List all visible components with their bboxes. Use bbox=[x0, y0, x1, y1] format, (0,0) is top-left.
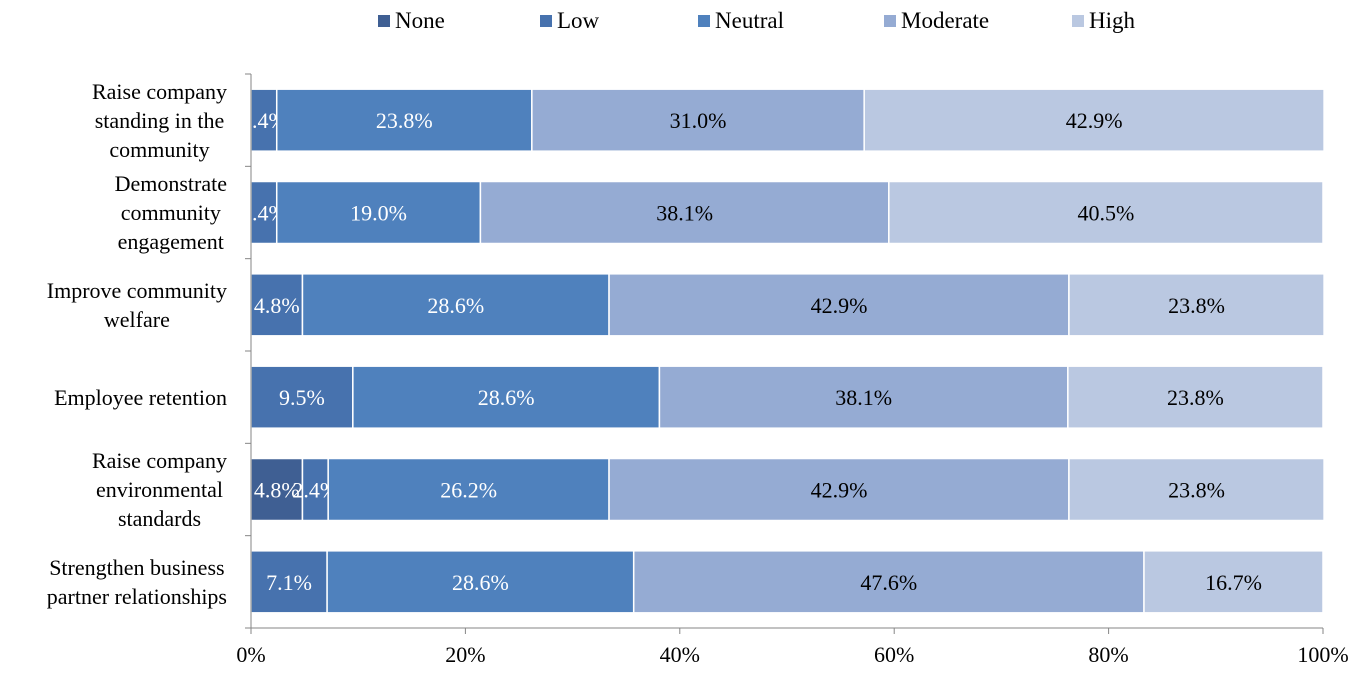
bar-neutral-improve-community-welfare bbox=[301, 273, 610, 337]
data-label-neutral-demonstrate-community-engagement: 19.0% bbox=[350, 201, 407, 226]
data-label-neutral-raise-company-environmental-standards: 26.2% bbox=[440, 478, 497, 503]
bar-high-demonstrate-community-engagement bbox=[888, 180, 1324, 245]
category-label-raise-company-standing-in-the-community: Raise company standing in the community bbox=[91, 78, 227, 162]
bar-moderate-employee-retention bbox=[658, 365, 1069, 429]
category-label-raise-company-environmental-standards: Raise company environmental standards bbox=[91, 447, 227, 531]
legend-swatch-none bbox=[378, 15, 390, 27]
data-label-low-improve-community-welfare: 4.8% bbox=[254, 293, 300, 318]
bar-moderate-raise-company-environmental-standards bbox=[608, 457, 1070, 522]
category-label-strengthen-business-partner-relationships: Strengthen business partner relationships bbox=[46, 554, 227, 609]
data-label-moderate-raise-company-standing-in-the-community: 31.0% bbox=[670, 108, 727, 133]
data-label-high-raise-company-standing-in-the-community: 42.9% bbox=[1066, 108, 1123, 133]
data-label-high-raise-company-environmental-standards: 23.8% bbox=[1168, 478, 1225, 503]
legend-swatch-high bbox=[1072, 15, 1084, 27]
category-label-demonstrate-community-engagement: Demonstrate community engagement bbox=[114, 170, 227, 254]
bar-neutral-demonstrate-community-engagement bbox=[275, 180, 482, 245]
legend-item-none: None bbox=[378, 8, 445, 34]
data-label-moderate-employee-retention: 38.1% bbox=[835, 385, 892, 410]
category-label-improve-community-welfare: Improve community welfare bbox=[46, 277, 227, 332]
x-tick-label: 80% bbox=[1088, 642, 1128, 667]
bar-neutral-raise-company-environmental-standards bbox=[327, 457, 610, 522]
x-tick-label: 100% bbox=[1297, 642, 1348, 667]
legend-label-none: None bbox=[395, 8, 445, 33]
bar-moderate-demonstrate-community-engagement bbox=[479, 180, 890, 245]
bar-neutral-raise-company-standing-in-the-community bbox=[275, 88, 533, 152]
legend-item-high: High bbox=[1072, 8, 1135, 34]
legend-label-neutral: Neutral bbox=[715, 8, 784, 33]
x-tick-label: 0% bbox=[236, 642, 265, 667]
data-label-neutral-strengthen-business-partner-relationships: 28.6% bbox=[452, 570, 509, 595]
bar-low-improve-community-welfare bbox=[250, 273, 304, 337]
data-label-moderate-demonstrate-community-engagement: 38.1% bbox=[656, 201, 713, 226]
bar-low-strengthen-business-partner-relationships bbox=[250, 550, 328, 614]
data-label-high-employee-retention: 23.8% bbox=[1167, 385, 1224, 410]
legend-label-moderate: Moderate bbox=[901, 8, 990, 33]
data-label-neutral-improve-community-welfare: 28.6% bbox=[427, 293, 484, 318]
x-tick-label: 20% bbox=[445, 642, 485, 667]
data-label-high-strengthen-business-partner-relationships: 16.7% bbox=[1205, 570, 1262, 595]
bar-high-raise-company-standing-in-the-community bbox=[863, 88, 1325, 152]
data-label-moderate-raise-company-environmental-standards: 42.9% bbox=[811, 478, 868, 503]
bar-neutral-strengthen-business-partner-relationships bbox=[326, 550, 635, 614]
bar-moderate-raise-company-standing-in-the-community bbox=[531, 88, 865, 152]
data-label-high-demonstrate-community-engagement: 40.5% bbox=[1078, 201, 1135, 226]
legend: None Low Neutral Moderate High bbox=[0, 8, 1368, 38]
data-label-moderate-improve-community-welfare: 42.9% bbox=[811, 293, 868, 318]
legend-swatch-low bbox=[540, 15, 552, 27]
bar-high-raise-company-environmental-standards bbox=[1068, 457, 1325, 522]
legend-item-moderate: Moderate bbox=[884, 8, 989, 34]
data-label-high-improve-community-welfare: 23.8% bbox=[1168, 293, 1225, 318]
bar-moderate-improve-community-welfare bbox=[608, 273, 1070, 337]
legend-swatch-neutral bbox=[698, 15, 710, 27]
legend-label-high: High bbox=[1089, 8, 1135, 33]
data-label-low-employee-retention: 9.5% bbox=[279, 385, 325, 410]
bar-high-improve-community-welfare bbox=[1068, 273, 1325, 337]
legend-label-low: Low bbox=[557, 8, 600, 33]
legend-swatch-moderate bbox=[884, 15, 896, 27]
data-label-none-raise-company-environmental-standards: 4.8% bbox=[254, 478, 300, 503]
category-label-employee-retention: Employee retention bbox=[54, 384, 227, 410]
data-label-low-strengthen-business-partner-relationships: 7.1% bbox=[266, 570, 312, 595]
bar-moderate-strengthen-business-partner-relationships bbox=[632, 550, 1145, 614]
bar-neutral-employee-retention bbox=[352, 365, 661, 429]
data-label-neutral-employee-retention: 28.6% bbox=[478, 385, 535, 410]
bar-high-employee-retention bbox=[1067, 365, 1324, 429]
data-label-neutral-raise-company-standing-in-the-community: 23.8% bbox=[376, 108, 433, 133]
legend-item-low: Low bbox=[540, 8, 599, 34]
bar-high-strengthen-business-partner-relationships bbox=[1143, 550, 1324, 614]
x-tick-label: 60% bbox=[874, 642, 914, 667]
bar-low-employee-retention bbox=[250, 365, 354, 429]
data-label-moderate-strengthen-business-partner-relationships: 47.6% bbox=[860, 570, 917, 595]
x-tick-label: 40% bbox=[660, 642, 700, 667]
legend-item-neutral: Neutral bbox=[698, 8, 784, 34]
